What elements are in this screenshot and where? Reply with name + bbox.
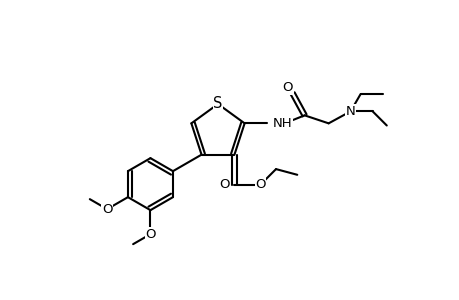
Text: S: S	[213, 95, 222, 110]
Text: O: O	[255, 178, 265, 191]
Text: O: O	[219, 178, 229, 191]
Text: O: O	[282, 81, 292, 94]
Text: O: O	[102, 203, 112, 216]
Text: O: O	[145, 228, 155, 241]
Text: NH: NH	[272, 117, 291, 130]
Text: N: N	[345, 105, 355, 118]
